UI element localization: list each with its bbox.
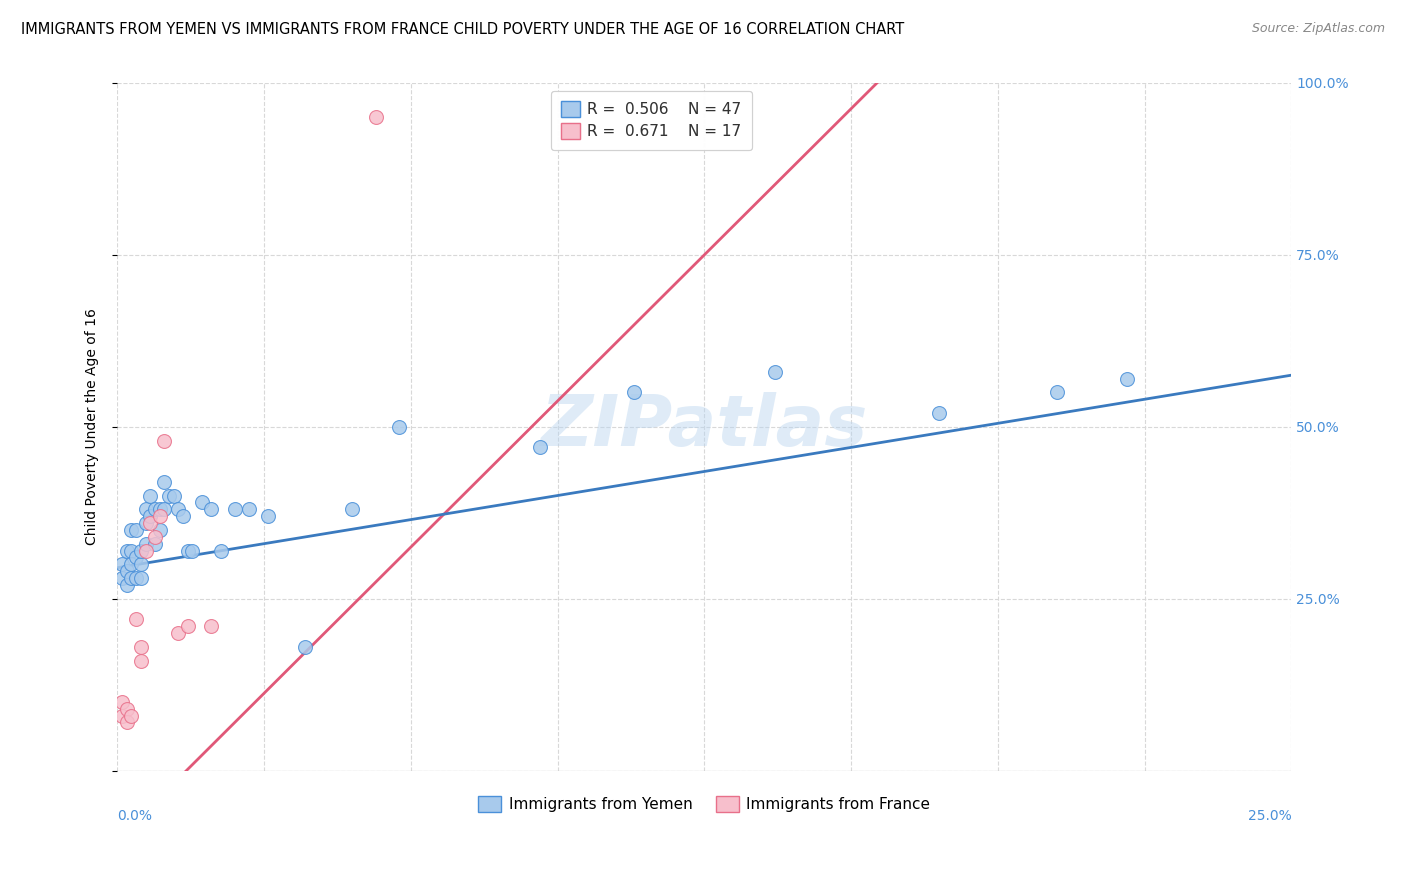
Point xyxy=(149,502,172,516)
Point xyxy=(129,571,152,585)
Point xyxy=(172,509,194,524)
Point xyxy=(191,495,214,509)
Point xyxy=(115,564,138,578)
Point xyxy=(1116,371,1139,385)
Point xyxy=(181,543,204,558)
Point xyxy=(224,502,246,516)
Point xyxy=(143,530,166,544)
Point xyxy=(115,715,138,730)
Point xyxy=(125,523,148,537)
Text: IMMIGRANTS FROM YEMEN VS IMMIGRANTS FROM FRANCE CHILD POVERTY UNDER THE AGE OF 1: IMMIGRANTS FROM YEMEN VS IMMIGRANTS FROM… xyxy=(21,22,904,37)
Point xyxy=(153,502,176,516)
Point xyxy=(388,419,411,434)
Text: 0.0%: 0.0% xyxy=(117,809,152,823)
Point xyxy=(125,612,148,626)
Point xyxy=(157,489,180,503)
Point xyxy=(111,708,134,723)
Legend: Immigrants from Yemen, Immigrants from France: Immigrants from Yemen, Immigrants from F… xyxy=(472,789,936,818)
Text: ZIPatlas: ZIPatlas xyxy=(541,392,868,461)
Point xyxy=(294,640,316,654)
Point xyxy=(135,502,157,516)
Point xyxy=(120,571,142,585)
Point xyxy=(149,523,172,537)
Point xyxy=(200,619,222,633)
Point xyxy=(153,475,176,489)
Point xyxy=(763,365,786,379)
Text: Source: ZipAtlas.com: Source: ZipAtlas.com xyxy=(1251,22,1385,36)
Point xyxy=(129,654,152,668)
Point xyxy=(129,640,152,654)
Point xyxy=(928,406,950,420)
Point xyxy=(238,502,260,516)
Point xyxy=(135,536,157,550)
Point xyxy=(163,489,186,503)
Point xyxy=(120,708,142,723)
Point xyxy=(1045,385,1067,400)
Point xyxy=(153,434,176,448)
Point xyxy=(111,558,134,572)
Point xyxy=(149,509,172,524)
Point xyxy=(139,516,162,530)
Point xyxy=(139,489,162,503)
Point xyxy=(115,578,138,592)
Point xyxy=(115,543,138,558)
Point xyxy=(167,626,190,640)
Point xyxy=(125,571,148,585)
Point xyxy=(364,111,387,125)
Point xyxy=(167,502,190,516)
Point xyxy=(120,523,142,537)
Point xyxy=(115,702,138,716)
Point xyxy=(139,509,162,524)
Point xyxy=(177,543,200,558)
Point xyxy=(129,558,152,572)
Point xyxy=(125,550,148,565)
Point xyxy=(135,543,157,558)
Point xyxy=(200,502,222,516)
Point xyxy=(623,385,645,400)
Point xyxy=(129,543,152,558)
Point xyxy=(120,543,142,558)
Point xyxy=(256,509,278,524)
Point xyxy=(111,695,134,709)
Point xyxy=(120,558,142,572)
Point xyxy=(111,571,134,585)
Point xyxy=(135,516,157,530)
Text: 25.0%: 25.0% xyxy=(1247,809,1291,823)
Point xyxy=(340,502,363,516)
Point xyxy=(177,619,200,633)
Point xyxy=(209,543,232,558)
Point xyxy=(143,536,166,550)
Point xyxy=(143,502,166,516)
Y-axis label: Child Poverty Under the Age of 16: Child Poverty Under the Age of 16 xyxy=(86,309,100,545)
Point xyxy=(529,441,551,455)
